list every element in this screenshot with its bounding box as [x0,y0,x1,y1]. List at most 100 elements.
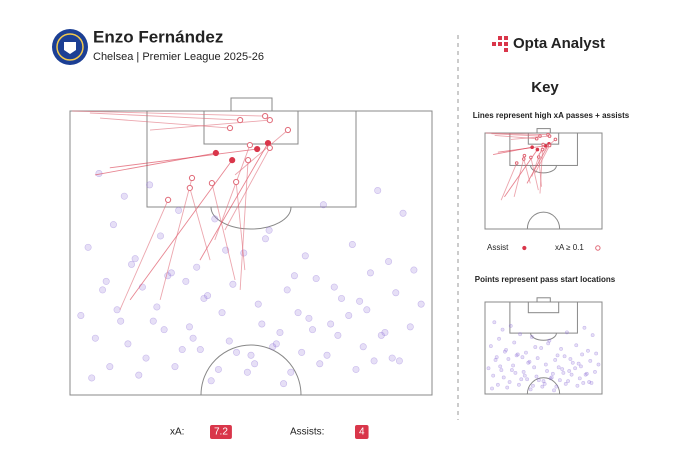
pass-start-point [574,343,579,348]
pass-start-point [495,382,500,387]
pass-start-point [580,352,585,357]
pass-start-point [498,364,503,369]
pass-start-point [554,384,559,389]
pass-start-point [352,365,360,373]
pass-start-point [494,355,499,360]
pass-start-point [539,346,544,350]
centre-circle [526,211,561,230]
pass-line [492,146,533,156]
pass-start-point [594,351,599,356]
pass-end-marker [535,147,540,152]
pass-start-point [545,369,549,373]
pass-start-point [258,320,266,328]
pass-start-point [573,366,577,371]
pass-line [523,158,531,184]
pass-end-marker [541,142,545,147]
pass-start-point [548,376,553,381]
pass-start-point [553,358,558,362]
pass-line [224,147,271,231]
pass-start-point [327,320,335,328]
pass-start-point [345,311,353,319]
pass-start-point [532,365,537,370]
pass-start-point [392,289,400,297]
pass-start-point [185,323,193,331]
pass-start-point [189,334,197,342]
penalty-box [509,301,578,334]
legend-marker [595,245,601,251]
stat-value: 7.2 [214,427,228,438]
pass-start-point [577,376,582,381]
pass-line [538,139,556,155]
pitch-outline [484,132,603,230]
subtitle: Chelsea | Premier League 2025-26 [93,51,264,63]
pass-line [189,187,211,261]
pass-start-point [569,372,574,377]
pass-start-point [330,283,338,291]
stat-label: xA: [170,427,184,438]
pass-start-point [309,326,317,334]
pass-start-point [106,363,114,371]
pass-start-point [587,380,592,384]
penalty-arc [210,206,292,230]
centre-circle [526,377,561,395]
stat-pill [355,425,369,439]
pass-start-point [563,381,568,386]
centre-circle [200,344,302,396]
pass-end-marker [254,145,261,153]
pass-line [510,135,550,140]
pass-start-point [500,327,505,332]
pass-end-marker [165,196,172,203]
pass-start-point [518,332,523,337]
pass-start-point [547,338,552,343]
pass-start-point [109,221,117,229]
pass-end-marker [547,143,552,148]
pass-start-point [488,344,493,349]
pass-end-marker [186,184,193,192]
pass-start-point [508,324,513,328]
pass-start-point [556,365,561,370]
pass-start-point [525,377,530,382]
pass-start-point [117,317,125,325]
pass-start-point [536,378,541,383]
legend-marker [522,245,527,251]
pass-start-point [366,269,374,277]
key-caption: Lines represent high xA passes + assists [473,111,630,120]
pass-start-point [182,277,190,285]
pass-start-point [160,326,168,334]
pass-end-marker [233,178,240,186]
pass-start-point [399,209,407,217]
pass-start-point [493,358,498,362]
pass-line [214,144,251,241]
pass-line [199,142,269,261]
pass-start-point [589,381,594,385]
pass-start-point [501,375,506,380]
pass-start-point [363,306,371,314]
stat-value: 4 [359,427,365,438]
pass-start-point [566,379,570,384]
pass-start-point [113,306,121,314]
brand: Opta Analyst [513,35,605,52]
pass-start-point [579,364,583,369]
legend-label: Assist [487,243,509,252]
pass-start-point [229,280,237,288]
pass-start-point [91,334,99,342]
pass-start-point [124,340,132,348]
pass-start-point [99,286,107,294]
pass-start-point [225,337,233,345]
pass-start-point [588,358,593,363]
pass-start-point [511,363,515,368]
pass-start-point [265,226,273,234]
pass-start-point [576,361,581,366]
pass-start-point [138,283,146,291]
pass-start-point [519,377,524,382]
pass-start-point [247,351,255,359]
pass-line [491,133,541,137]
pass-line [500,162,518,201]
legend-label: xA ≥ 0.1 [555,243,584,252]
pass-start-point [584,371,589,376]
pass-start-point [524,350,528,355]
pass-line [94,152,216,176]
penalty-arc [530,165,557,174]
pass-line [538,156,542,187]
pass-start-point [153,303,161,311]
